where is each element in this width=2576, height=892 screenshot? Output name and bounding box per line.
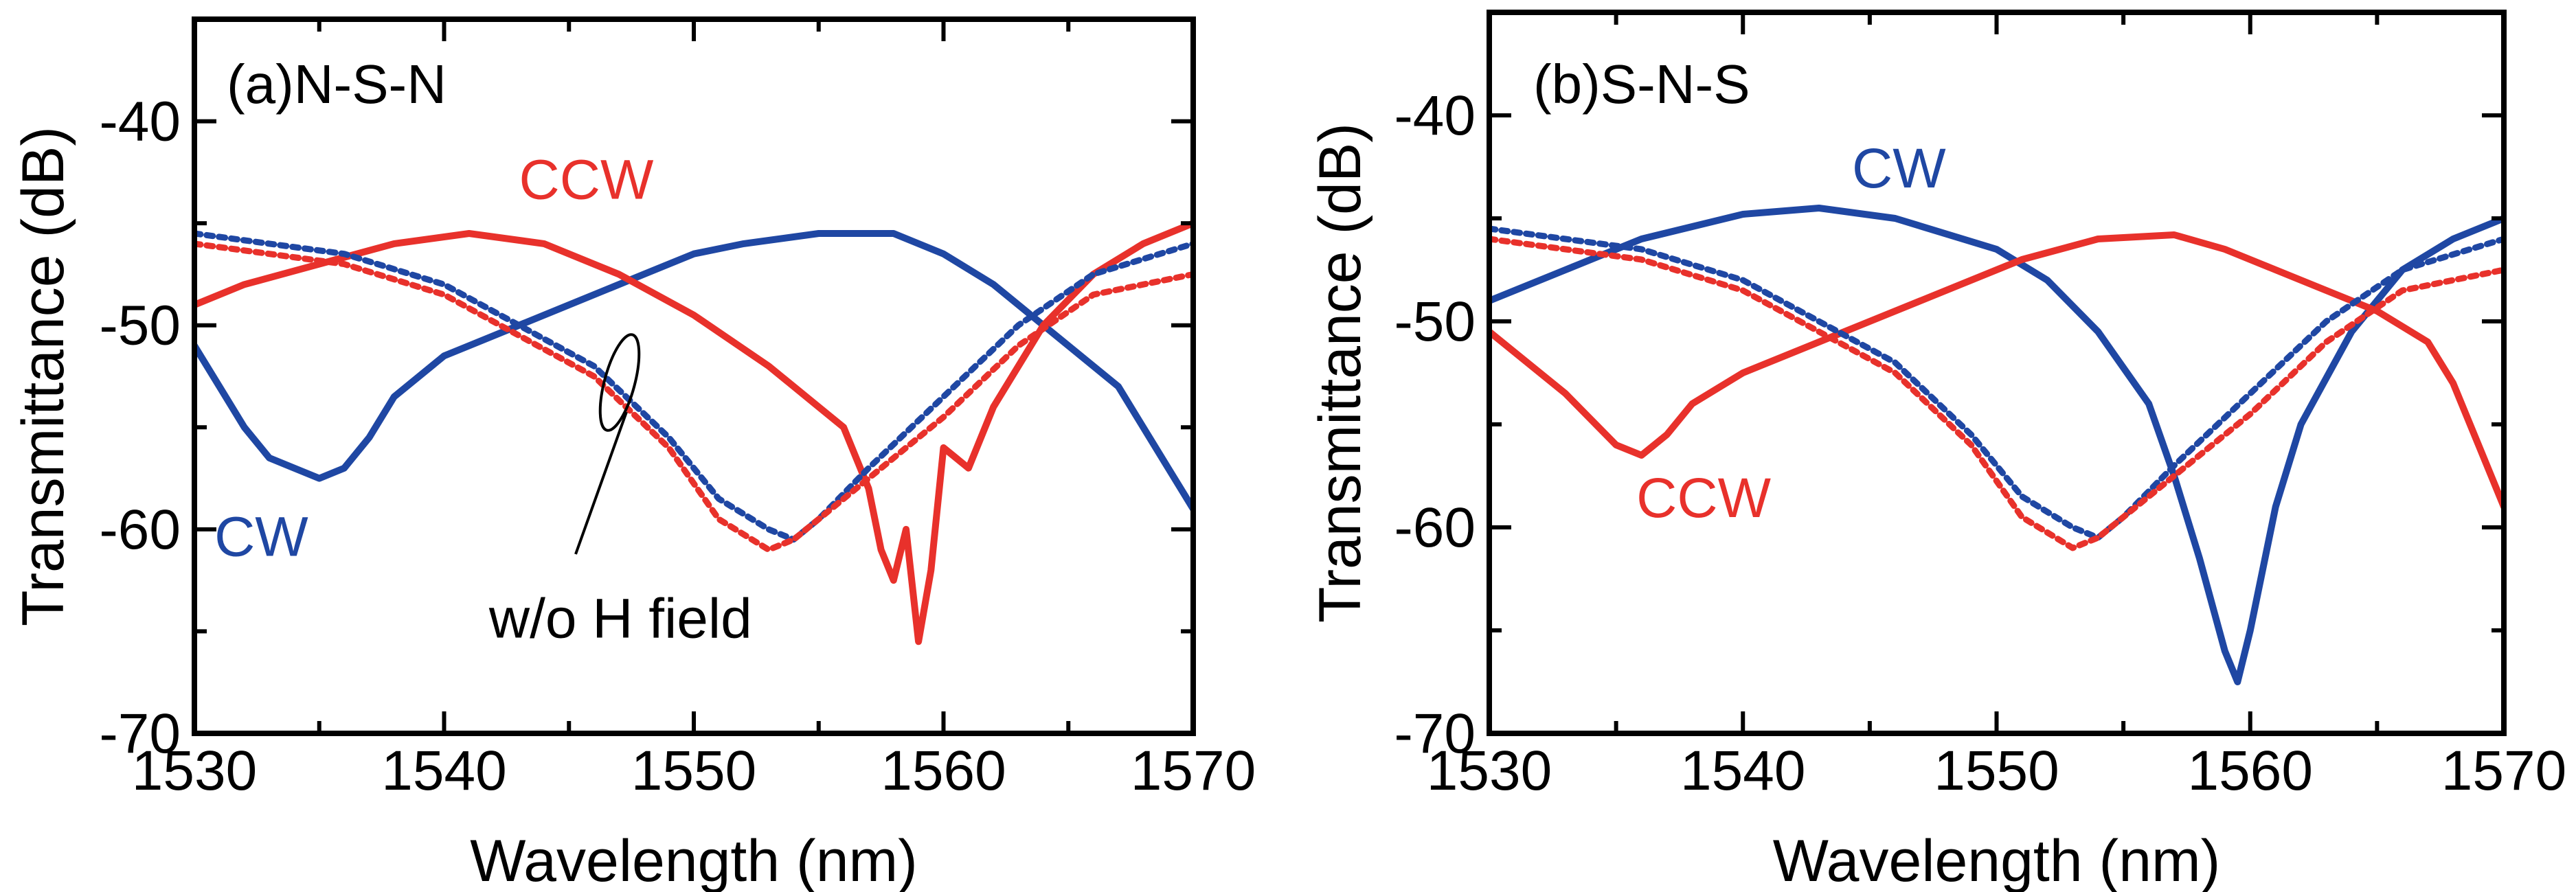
y-axis-title: Transmittance (dB)	[10, 126, 76, 626]
plot-frame	[1487, 10, 2507, 736]
panel-a: 1530 1540 1550 1560 1570 -70 -60 -50 -40 Waveleng…	[10, 16, 1256, 892]
series-red-ccw-line	[194, 220, 1193, 645]
x-tick-label: 1560	[2188, 740, 2313, 802]
series-no-field-red-line	[194, 240, 1193, 553]
callout-leader	[574, 411, 628, 555]
series-group	[1489, 205, 2504, 685]
series-red-ccw-line	[1489, 231, 2504, 510]
y-tick-label: -60	[1394, 496, 1476, 559]
annotation-cw: CW	[214, 505, 308, 568]
x-axis-title: Wavelength (nm)	[470, 828, 918, 892]
panel-b: 1530 1540 1550 1560 1570 -70 -60 -50 -40 Waveleng…	[1307, 10, 2566, 892]
y-tick-label: -40	[99, 91, 181, 153]
x-tick-label: 1530	[132, 740, 257, 802]
x-tick-label: 1530	[1427, 740, 1552, 802]
y-tick-label: -70	[99, 702, 181, 765]
series-blue-cw-line	[194, 230, 1193, 513]
series-no-field-red-line	[1489, 236, 2504, 551]
x-tick-label: 1540	[381, 740, 506, 802]
annotation-ccw: CCW	[519, 148, 654, 211]
series-blue-cw-line	[1489, 205, 2504, 685]
y-tick-label: -70	[1394, 702, 1476, 765]
y-tick-label: -50	[99, 295, 181, 357]
y-tick-label: -60	[99, 499, 181, 561]
panel-label: (a)N-S-N	[227, 54, 447, 115]
panel-label: (b)S-N-S	[1533, 54, 1750, 115]
series-group	[194, 220, 1193, 645]
x-tick-label: 1570	[1131, 740, 1256, 802]
x-tick-label: 1550	[1934, 740, 2059, 802]
x-tick-label: 1560	[881, 740, 1006, 802]
series-no-field-blue-line	[194, 230, 1193, 543]
series-no-field-blue-line	[1489, 225, 2504, 541]
annotation-no-field: w/o H field	[488, 587, 752, 650]
callout-ellipse	[598, 333, 641, 432]
x-axis-title: Wavelength (nm)	[1773, 828, 2221, 892]
y-tick-label: -50	[1394, 290, 1476, 353]
annotation-cw: CW	[1852, 137, 1946, 200]
x-tick-label: 1570	[2441, 740, 2566, 802]
x-tick-label: 1540	[1680, 740, 1805, 802]
annotation-ccw: CCW	[1636, 467, 1771, 529]
x-tick-label: 1550	[631, 740, 756, 802]
y-axis-title: Transmittance (dB)	[1307, 123, 1373, 623]
y-tick-label: -40	[1394, 84, 1476, 147]
